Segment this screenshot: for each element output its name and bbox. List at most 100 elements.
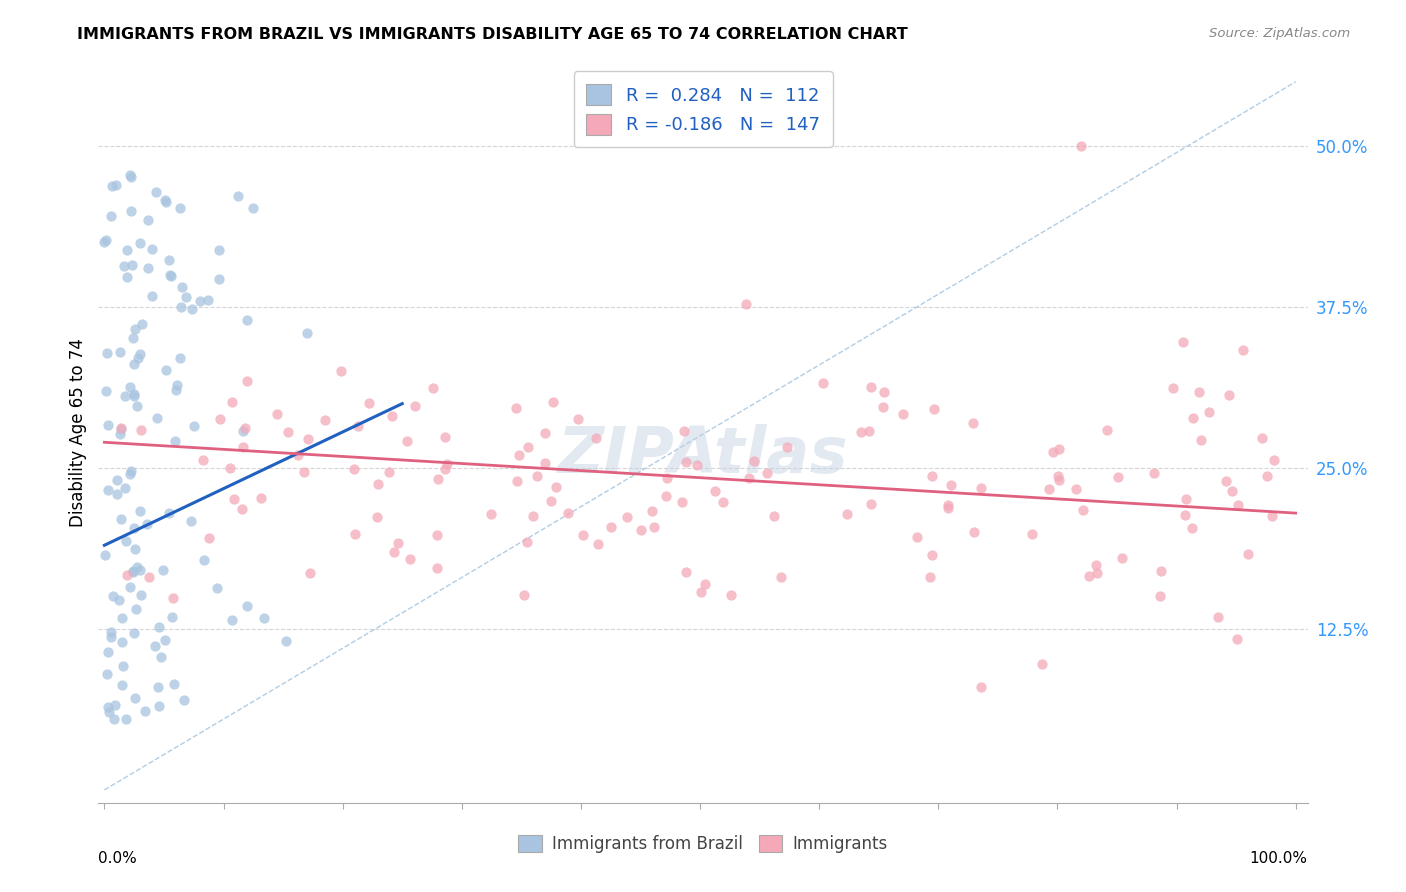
Point <box>1256 468 1278 483</box>
Point <box>170 300 193 314</box>
Point <box>735 297 758 311</box>
Point <box>105 486 128 500</box>
Point <box>114 388 136 402</box>
Point <box>180 514 202 528</box>
Point <box>101 590 124 604</box>
Point <box>108 426 131 441</box>
Point <box>118 467 141 482</box>
Point <box>479 507 502 521</box>
Point <box>128 235 150 250</box>
Point <box>522 508 544 523</box>
Point <box>124 541 146 556</box>
Point <box>366 510 388 524</box>
Point <box>433 462 456 476</box>
Point <box>557 506 579 520</box>
Point <box>128 504 150 518</box>
Point <box>921 469 943 483</box>
Point <box>253 611 276 625</box>
Point <box>859 497 882 511</box>
Point <box>329 364 352 378</box>
Point <box>93 548 115 562</box>
Point <box>120 204 142 219</box>
Point <box>630 524 652 538</box>
Point <box>641 504 664 518</box>
Point <box>1031 657 1053 672</box>
Point <box>118 380 141 394</box>
Point <box>232 440 254 454</box>
Point <box>1174 491 1197 506</box>
Point <box>1066 482 1088 496</box>
Point <box>104 178 127 192</box>
Point <box>655 471 678 485</box>
Point <box>96 346 118 360</box>
Point <box>97 699 120 714</box>
Point <box>129 588 152 602</box>
Point <box>101 179 124 194</box>
Point <box>125 560 148 574</box>
Point <box>526 469 548 483</box>
Point <box>962 417 984 431</box>
Point <box>675 455 697 469</box>
Text: IMMIGRANTS FROM BRAZIL VS IMMIGRANTS DISABILITY AGE 65 TO 74 CORRELATION CHART: IMMIGRANTS FROM BRAZIL VS IMMIGRANTS DIS… <box>77 27 908 42</box>
Point <box>121 564 143 578</box>
Text: ZIPAtlas: ZIPAtlas <box>558 424 848 486</box>
Point <box>586 537 609 551</box>
Point <box>936 501 959 516</box>
Point <box>145 640 167 654</box>
Point <box>122 331 145 345</box>
Point <box>1173 334 1195 349</box>
Point <box>963 525 986 540</box>
Point <box>314 413 336 427</box>
Point <box>127 351 149 366</box>
Point <box>100 209 122 223</box>
Point <box>122 357 145 371</box>
Point <box>122 521 145 535</box>
Point <box>541 395 564 409</box>
Point <box>1218 388 1240 402</box>
Point <box>1226 632 1249 646</box>
Point <box>157 252 180 267</box>
Point <box>872 400 894 414</box>
Point <box>1198 404 1220 418</box>
Point <box>115 243 138 257</box>
Point <box>224 491 246 506</box>
Point <box>266 407 288 421</box>
Point <box>136 213 159 227</box>
Point <box>873 385 896 400</box>
Point <box>703 484 725 499</box>
Point <box>94 233 117 247</box>
Point <box>104 698 127 713</box>
Point <box>292 465 315 479</box>
Point <box>128 347 150 361</box>
Point <box>153 193 176 207</box>
Point <box>517 440 540 454</box>
Point <box>711 494 734 508</box>
Point <box>176 290 198 304</box>
Point <box>970 481 993 495</box>
Point <box>1220 484 1243 499</box>
Point <box>1189 433 1212 447</box>
Point <box>120 169 142 184</box>
Point <box>1149 589 1171 603</box>
Point <box>173 693 195 707</box>
Legend: Immigrants from Brazil, Immigrants: Immigrants from Brazil, Immigrants <box>510 826 896 861</box>
Point <box>138 569 160 583</box>
Point <box>97 418 120 433</box>
Point <box>165 383 187 397</box>
Point <box>111 611 134 625</box>
Point <box>165 434 187 449</box>
Point <box>163 676 186 690</box>
Point <box>136 261 159 276</box>
Point <box>1085 566 1108 580</box>
Point <box>585 431 607 445</box>
Point <box>118 168 141 182</box>
Point <box>208 271 231 285</box>
Point <box>297 432 319 446</box>
Point <box>738 471 761 485</box>
Point <box>236 599 259 613</box>
Point <box>544 480 567 494</box>
Point <box>1047 442 1070 456</box>
Point <box>1250 431 1272 445</box>
Point <box>426 528 449 542</box>
Point <box>115 533 138 548</box>
